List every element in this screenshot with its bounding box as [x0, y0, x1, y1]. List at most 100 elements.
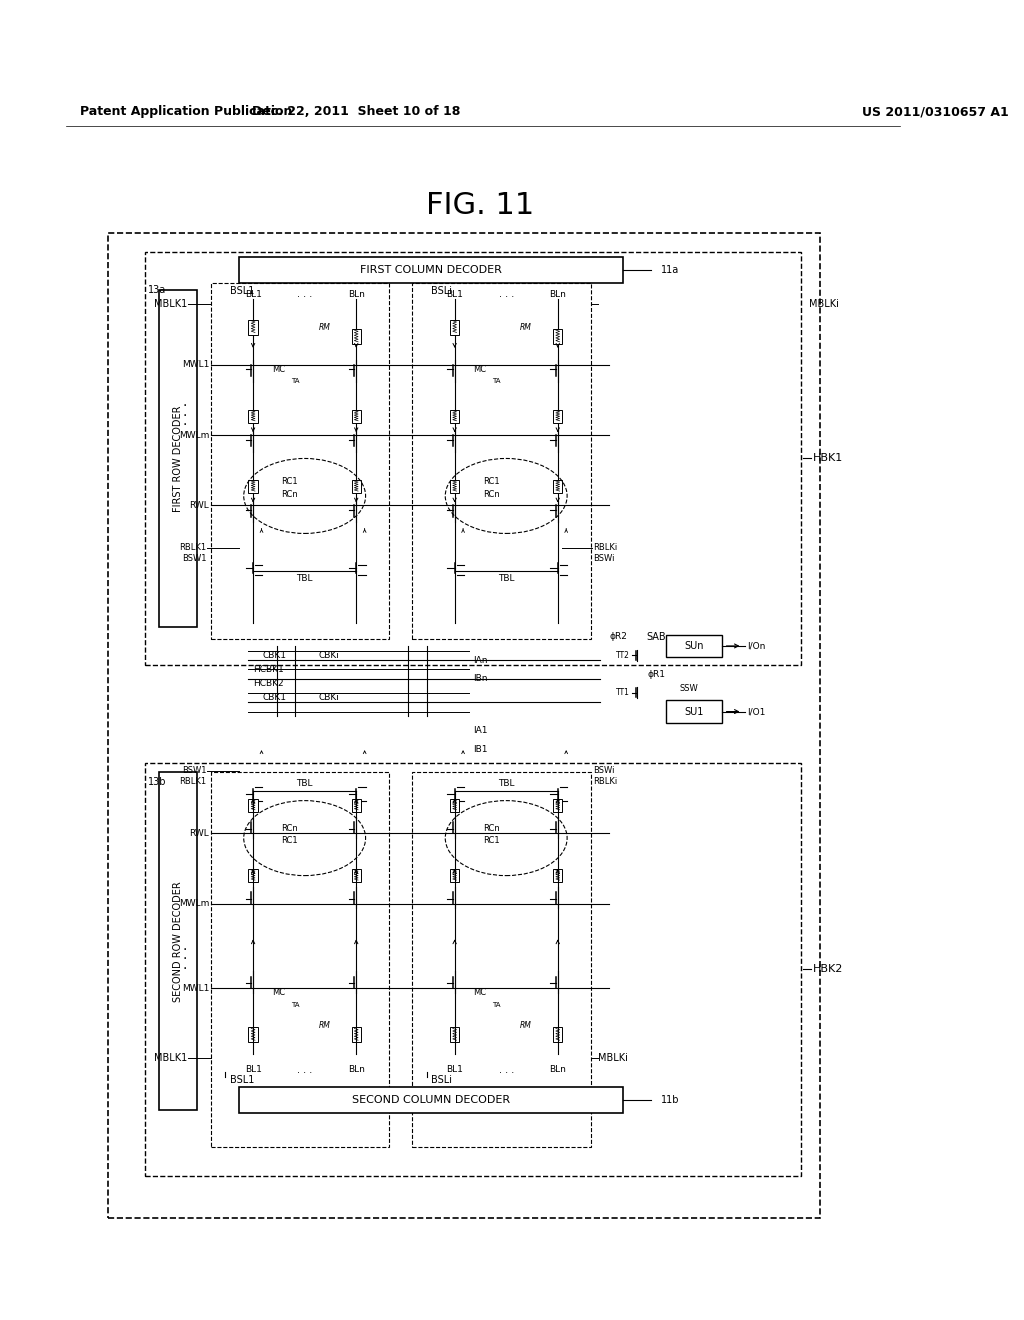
- Text: RC1: RC1: [282, 837, 298, 845]
- Bar: [553, 409, 562, 422]
- Text: TT2: TT2: [616, 651, 630, 660]
- Bar: [553, 480, 562, 494]
- Text: IB1: IB1: [473, 744, 487, 754]
- Text: BSWi: BSWi: [593, 766, 614, 775]
- Bar: [249, 409, 258, 422]
- Bar: [553, 869, 562, 882]
- Text: BLn: BLn: [549, 1065, 566, 1074]
- Bar: [666, 701, 722, 723]
- Text: BL1: BL1: [245, 1065, 261, 1074]
- Text: RC1: RC1: [482, 478, 500, 486]
- Bar: [249, 869, 258, 882]
- Text: BLn: BLn: [549, 290, 566, 298]
- Bar: [160, 772, 197, 1110]
- Bar: [450, 869, 460, 882]
- Text: . . .: . . .: [499, 1065, 514, 1074]
- Text: IBn: IBn: [473, 675, 487, 684]
- Text: SUn: SUn: [684, 642, 703, 651]
- Text: . . .: . . .: [297, 1065, 312, 1074]
- Text: FIRST COLUMN DECODER: FIRST COLUMN DECODER: [360, 265, 502, 275]
- Text: Patent Application Publication: Patent Application Publication: [80, 106, 292, 117]
- Text: MBLK1: MBLK1: [155, 1053, 187, 1064]
- Text: SECOND COLUMN DECODER: SECOND COLUMN DECODER: [352, 1094, 510, 1105]
- Text: RWL: RWL: [189, 829, 209, 838]
- Text: RBLKi: RBLKi: [593, 777, 617, 787]
- Text: RC1: RC1: [482, 837, 500, 845]
- Text: .: .: [182, 395, 186, 409]
- Text: IAn: IAn: [473, 656, 487, 664]
- Text: US 2011/0310657 A1: US 2011/0310657 A1: [862, 106, 1009, 117]
- Bar: [450, 480, 460, 494]
- Text: FIG. 11: FIG. 11: [426, 191, 535, 220]
- Text: 11a: 11a: [660, 265, 679, 275]
- Text: SECOND ROW DECODER: SECOND ROW DECODER: [173, 880, 183, 1002]
- Text: BL1: BL1: [245, 290, 261, 298]
- Text: BLn: BLn: [348, 1065, 365, 1074]
- Text: BSLi: BSLi: [431, 285, 453, 296]
- Bar: [666, 635, 722, 657]
- Text: MWL1: MWL1: [181, 983, 209, 993]
- Text: RBLKi: RBLKi: [593, 543, 617, 552]
- Text: TT1: TT1: [616, 688, 630, 697]
- Text: RCn: RCn: [282, 824, 298, 833]
- Text: TA: TA: [493, 378, 501, 384]
- Text: RCn: RCn: [282, 490, 298, 499]
- Text: TBL: TBL: [498, 779, 514, 788]
- Text: MBLKi: MBLKi: [809, 298, 839, 309]
- Text: TA: TA: [291, 1002, 299, 1008]
- Text: Dec. 22, 2011  Sheet 10 of 18: Dec. 22, 2011 Sheet 10 of 18: [252, 106, 461, 117]
- Text: BSL1: BSL1: [229, 285, 254, 296]
- Text: RM: RM: [520, 322, 532, 331]
- Bar: [351, 1027, 360, 1043]
- Text: TA: TA: [291, 378, 299, 384]
- Text: RWL: RWL: [189, 500, 209, 510]
- Bar: [413, 284, 591, 639]
- Text: TBL: TBL: [498, 574, 514, 583]
- Text: BLn: BLn: [348, 290, 365, 298]
- Text: HCBK2: HCBK2: [253, 678, 284, 688]
- Text: I/On: I/On: [748, 642, 766, 651]
- Text: RBLK1: RBLK1: [179, 777, 206, 787]
- Text: BL1: BL1: [446, 1065, 463, 1074]
- Text: .: .: [182, 948, 186, 962]
- Bar: [413, 772, 591, 1147]
- Text: RC1: RC1: [282, 478, 298, 486]
- Bar: [108, 234, 820, 1218]
- Text: TBL: TBL: [296, 779, 313, 788]
- Text: MWL1: MWL1: [181, 360, 209, 370]
- Text: MBLKi: MBLKi: [598, 1053, 628, 1064]
- Bar: [249, 319, 258, 335]
- Text: .: .: [182, 414, 186, 428]
- Text: MWLm: MWLm: [178, 430, 209, 440]
- Text: CBK1: CBK1: [262, 693, 287, 702]
- Text: RM: RM: [318, 322, 331, 331]
- Bar: [160, 289, 197, 627]
- Text: MC: MC: [271, 989, 285, 998]
- Bar: [211, 772, 389, 1147]
- Text: RCn: RCn: [482, 824, 500, 833]
- Text: RBLK1: RBLK1: [179, 543, 206, 552]
- Text: 13a: 13a: [148, 285, 166, 294]
- Text: BL1: BL1: [446, 290, 463, 298]
- Text: BSLi: BSLi: [431, 1074, 453, 1085]
- Text: CBK1: CBK1: [262, 651, 287, 660]
- Bar: [553, 329, 562, 345]
- Bar: [145, 252, 802, 665]
- Text: CBKi: CBKi: [318, 693, 340, 702]
- Text: 11b: 11b: [660, 1094, 679, 1105]
- Text: MC: MC: [473, 989, 486, 998]
- Text: HCBK1: HCBK1: [253, 665, 284, 675]
- Text: .: .: [182, 405, 186, 418]
- Text: MC: MC: [473, 364, 486, 374]
- Text: MC: MC: [271, 364, 285, 374]
- Text: HBK2: HBK2: [813, 965, 843, 974]
- Text: BSW1: BSW1: [181, 766, 206, 775]
- Text: MBLK1: MBLK1: [155, 298, 187, 309]
- Text: BSWi: BSWi: [593, 554, 614, 564]
- Bar: [553, 1027, 562, 1043]
- Text: HBK1: HBK1: [813, 454, 843, 463]
- Text: 13b: 13b: [148, 777, 167, 787]
- Text: TA: TA: [493, 1002, 501, 1008]
- Text: ϕR2: ϕR2: [609, 632, 628, 642]
- Text: RCn: RCn: [482, 490, 500, 499]
